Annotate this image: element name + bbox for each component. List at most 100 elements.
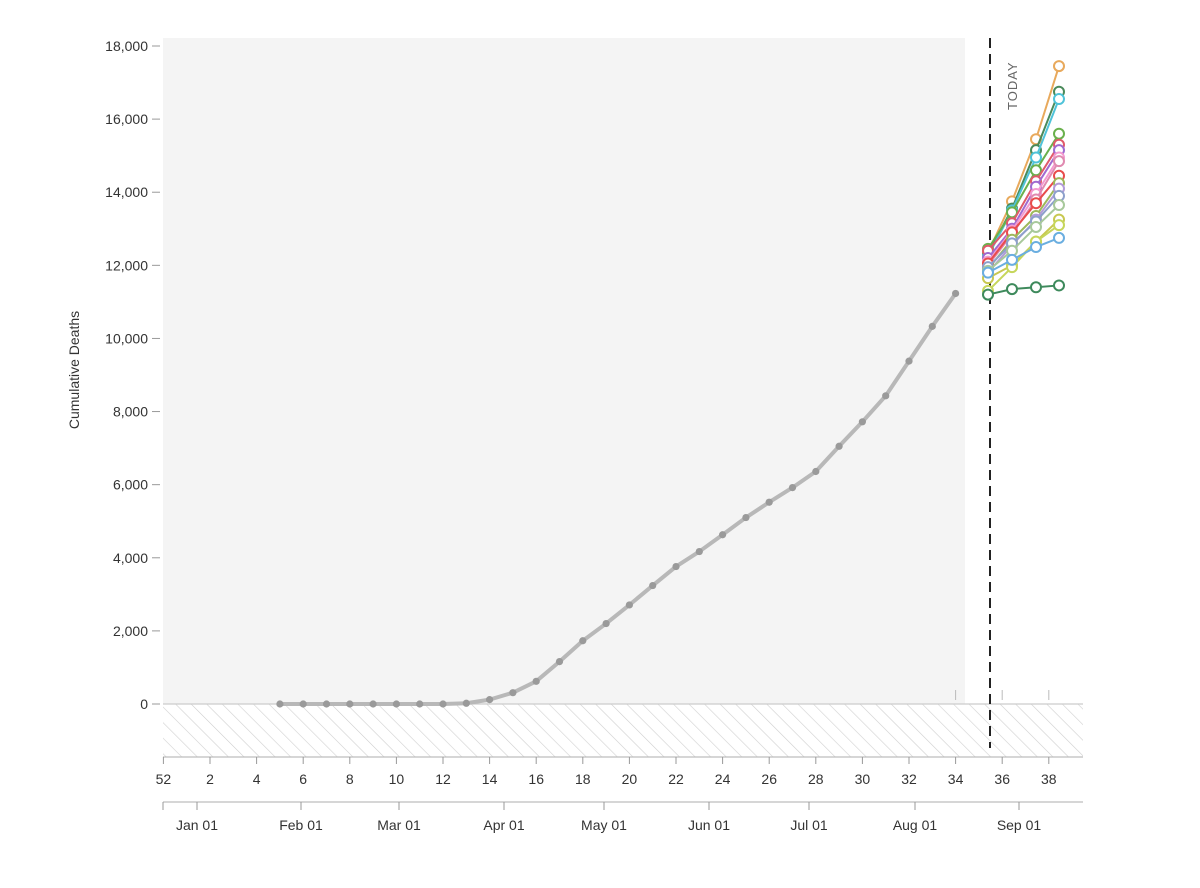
x-month-tick-label: Aug 01 xyxy=(893,817,938,833)
forecast-model-17 xyxy=(982,279,1065,301)
forecast-line xyxy=(987,195,1060,268)
x-week-tick-label: 22 xyxy=(668,771,684,787)
y-tick-label: 4,000 xyxy=(113,550,148,566)
x-month-tick-label: May 01 xyxy=(581,817,627,833)
x-week-tick-label: 28 xyxy=(808,771,824,787)
observed-point xyxy=(905,357,913,365)
observed-point xyxy=(322,700,331,708)
forecast-point xyxy=(1030,281,1042,294)
forecast-line xyxy=(987,156,1060,263)
forecast-point xyxy=(982,288,994,301)
forecast-point xyxy=(1030,151,1042,164)
observed-point xyxy=(579,637,587,645)
x-month-tick-label: Sep 01 xyxy=(997,817,1042,833)
forecast-point xyxy=(1030,220,1042,233)
y-tick-label: 16,000 xyxy=(105,111,148,127)
observed-point xyxy=(649,581,657,590)
forecast-point xyxy=(1053,93,1065,106)
forecast-point xyxy=(1053,127,1065,140)
x-month-tick-label: Jan 01 xyxy=(176,817,218,833)
y-axis: 0 2,000 4,000 6,000 8,000 10,000 12,000 14,000 1… xyxy=(105,38,160,712)
y-tick-label: 6,000 xyxy=(113,477,148,493)
observed-point xyxy=(928,322,936,330)
x-week-tick-label: 36 xyxy=(994,771,1010,787)
forecast-point xyxy=(982,266,994,279)
forecast-line xyxy=(987,144,1060,252)
observed-point xyxy=(392,700,400,708)
y-axis-title: Cumulative Deaths xyxy=(66,311,82,429)
x-week-tick-label: 32 xyxy=(901,771,917,787)
forecast-point xyxy=(1053,155,1065,168)
x-month-tick-label: Feb 01 xyxy=(279,817,323,833)
x-month-tick-label: Apr 01 xyxy=(483,817,524,833)
observed-point xyxy=(625,601,634,609)
observed-line xyxy=(277,291,958,706)
y-tick-label: 14,000 xyxy=(105,184,148,200)
forecast-line xyxy=(987,133,1060,250)
observed-point xyxy=(858,418,867,426)
x-month-tick-label: Jun 01 xyxy=(688,817,730,833)
forecast-point xyxy=(1030,241,1042,254)
forecast-point xyxy=(1053,231,1065,244)
y-tick-label: 2,000 xyxy=(113,623,148,639)
forecast-point xyxy=(1053,279,1065,292)
y-tick-label: 12,000 xyxy=(105,257,148,273)
forecast-point xyxy=(1053,60,1065,73)
x-week-tick-label: 52 xyxy=(156,771,172,787)
x-week-tick-label: 8 xyxy=(346,771,354,787)
observed-point xyxy=(299,700,307,708)
observed-point xyxy=(602,619,610,628)
observed-point xyxy=(719,531,727,539)
observed-point xyxy=(742,513,750,522)
forecast-line xyxy=(987,236,1060,274)
forecast-model-16 xyxy=(982,231,1065,279)
forecast-line xyxy=(987,175,1060,265)
observed-point xyxy=(555,657,564,666)
forecast-series xyxy=(982,60,1065,301)
x-week-tick-label: 4 xyxy=(253,771,261,787)
observed-point xyxy=(952,289,960,298)
forecast-line xyxy=(987,149,1060,259)
observed-point xyxy=(672,562,680,571)
observed-point xyxy=(462,699,470,707)
forecast-point xyxy=(1030,164,1042,177)
forecast-point xyxy=(1030,197,1042,210)
negative-region-hatch xyxy=(163,704,1083,757)
observed-point xyxy=(532,677,540,685)
x-month-tick-label: Jul 01 xyxy=(790,817,828,833)
x-week-tick-label: 30 xyxy=(855,771,871,787)
forecast-line xyxy=(987,98,1060,257)
y-tick-label: 10,000 xyxy=(105,330,148,346)
observed-point xyxy=(509,689,517,697)
observed-point xyxy=(835,442,843,450)
forecast-line xyxy=(987,284,1060,296)
observed-point xyxy=(788,483,797,492)
x-week-tick-label: 16 xyxy=(528,771,544,787)
observed-point xyxy=(695,547,703,556)
observed-point xyxy=(765,498,773,506)
observed-point xyxy=(812,467,820,476)
forecast-line xyxy=(987,204,1060,272)
observed-series xyxy=(276,289,960,708)
observed-point xyxy=(439,700,447,708)
forecast-point xyxy=(1053,199,1065,212)
y-tick-label: 0 xyxy=(140,696,148,712)
x-week-tick-label: 10 xyxy=(389,771,405,787)
observed-point xyxy=(486,696,494,704)
x-week-tick-label: 38 xyxy=(1041,771,1057,787)
x-week-tick-label: 18 xyxy=(575,771,591,787)
x-week-tick-label: 24 xyxy=(715,771,731,787)
x-week-tick-label: 12 xyxy=(435,771,451,787)
observed-point xyxy=(346,700,354,708)
y-tick-label: 8,000 xyxy=(113,404,148,420)
observed-point xyxy=(416,700,424,708)
x-week-tick-label: 6 xyxy=(299,771,307,787)
x-week-tick-label: 20 xyxy=(622,771,638,787)
today-marker: TODAY xyxy=(989,38,1020,748)
observed-point xyxy=(882,392,890,400)
y-tick-label: 18,000 xyxy=(105,38,148,54)
x-axis: 52 2 4 6 8 10 12 14 16 18 20 22 24 26 28 30 32 34 36 38Jan … xyxy=(156,690,1083,833)
forecast-point xyxy=(1006,283,1018,296)
x-week-tick-label: 34 xyxy=(948,771,964,787)
